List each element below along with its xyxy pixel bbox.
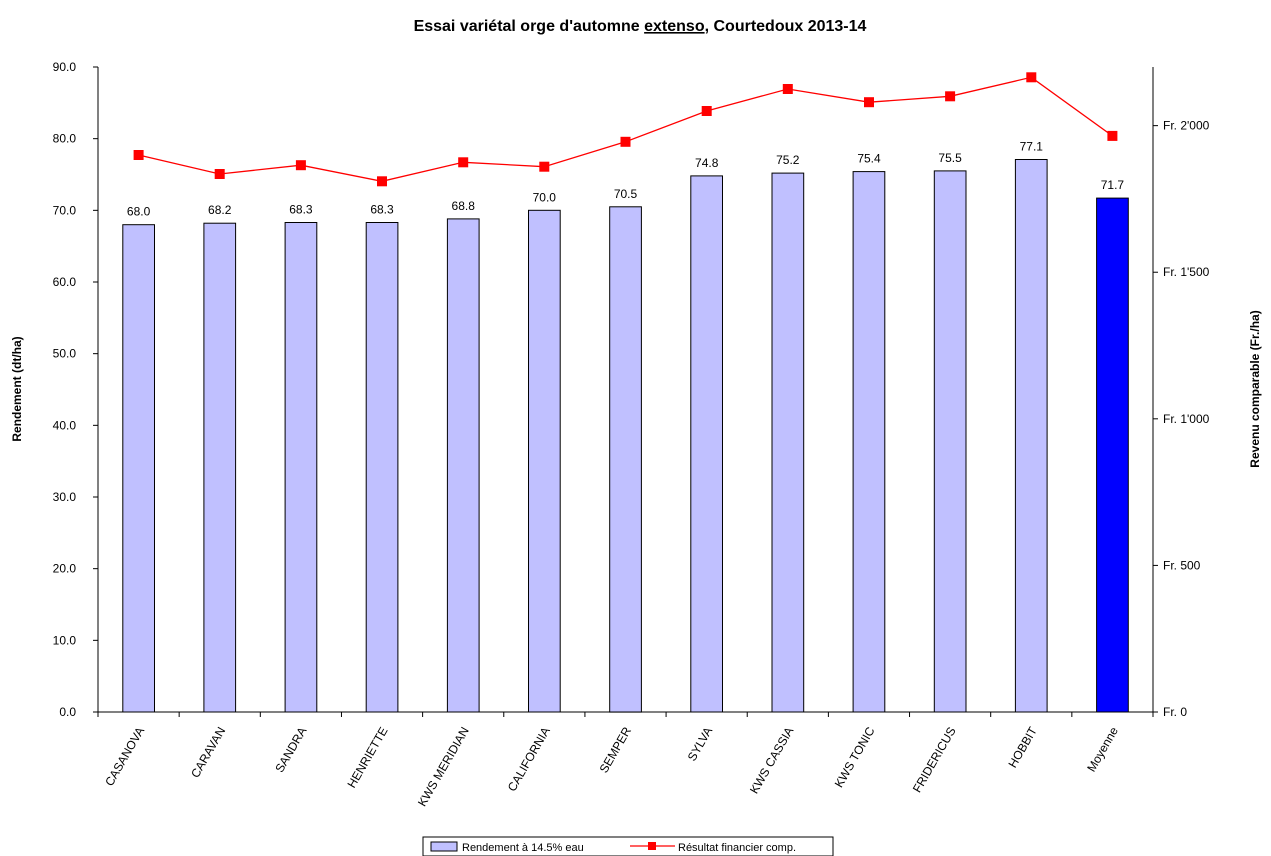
legend-bar-label: Rendement à 14.5% eau	[462, 842, 584, 854]
revenue-point	[539, 161, 550, 172]
bar-series	[122, 159, 1129, 713]
y-tick-label: 20.0	[53, 562, 77, 576]
y-tick-label: 70.0	[53, 203, 77, 217]
y-tick-label: 40.0	[53, 418, 77, 432]
bar	[122, 224, 156, 713]
category-label: KWS MERIDIAN	[415, 725, 472, 809]
legend-line-label: Résultat financier comp.	[678, 842, 796, 854]
data-labels: 68.0 68.2 68.3 68.3 68.8 70.0 70.5 74.8 75.2 75.4…	[127, 140, 1124, 219]
revenue-point	[945, 91, 956, 102]
revenue-point	[214, 169, 225, 179]
y-tick-label: 60.0	[53, 275, 77, 289]
legend: Rendement à 14.5% eau Résultat financier…	[422, 836, 834, 856]
legend-bar-swatch	[430, 841, 458, 852]
bar	[365, 222, 399, 713]
revenue-point	[864, 97, 874, 108]
y2-tick-label: Fr. 1'500	[1163, 265, 1210, 279]
y-tick-label: 0.0	[59, 705, 76, 719]
category-label: CALIFORNIA	[505, 725, 553, 794]
bar	[1014, 159, 1048, 713]
category-label: Moyenne	[1084, 724, 1121, 774]
bar-data-label: 70.5	[614, 187, 638, 201]
bar	[203, 222, 237, 713]
bar-data-label: 71.7	[1101, 178, 1125, 192]
line-series	[133, 72, 1118, 187]
bar-data-label: 77.1	[1020, 140, 1044, 154]
category-label: FRIDERICUS	[910, 725, 959, 796]
y2-tick-label: Fr. 500	[1163, 558, 1201, 572]
y2-tick-label: Fr. 0	[1163, 705, 1187, 719]
y-tick-label: 80.0	[53, 132, 77, 146]
bar	[771, 172, 805, 713]
revenue-point	[377, 176, 387, 187]
revenue-point	[133, 150, 144, 160]
category-label: CASANOVA	[102, 725, 147, 789]
y-tick-label: 90.0	[53, 60, 77, 74]
chart-title: Essai variétal orge d'automne extenso, C…	[414, 18, 867, 35]
revenue-point	[1107, 130, 1118, 141]
bar-data-label: 75.5	[938, 151, 962, 165]
category-label: CARAVAN	[188, 725, 228, 781]
y-tick-label: 10.0	[53, 633, 77, 647]
bar	[528, 209, 561, 713]
bar-data-label: 74.8	[695, 156, 719, 170]
legend-line-marker	[648, 842, 656, 850]
y-axis-title: Rendement (dt/ha)	[10, 336, 24, 441]
category-label: KWS CASSIA	[747, 725, 796, 797]
revenue-point	[620, 136, 631, 147]
category-label: HENRIETTE	[344, 725, 390, 791]
bar-data-label: 75.2	[776, 153, 800, 167]
bar-data-label: 68.3	[370, 203, 394, 217]
revenue-point	[701, 106, 712, 116]
bar-data-label: 68.0	[127, 205, 151, 219]
y2-axis-title: Revenu comparable (Fr./ha)	[1248, 310, 1262, 467]
category-label: SYLVA	[685, 725, 716, 764]
y-tick-label: 50.0	[53, 347, 77, 361]
bar	[852, 171, 886, 713]
revenue-point	[782, 84, 793, 94]
revenue-point	[458, 157, 469, 168]
bar-data-label: 68.2	[208, 203, 232, 217]
revenue-point	[295, 160, 306, 171]
bar-data-label: 68.8	[452, 199, 476, 213]
bar	[446, 218, 480, 713]
revenue-point	[1026, 72, 1037, 83]
revenue-line	[138, 76, 1113, 182]
category-label: KWS TONIC	[832, 724, 878, 790]
bar	[1096, 197, 1129, 713]
category-label: SEMPER	[597, 724, 635, 775]
bar-data-label: 70.0	[533, 190, 557, 204]
bar	[690, 175, 723, 713]
y-tick-label: 30.0	[53, 490, 77, 504]
bar-data-label: 68.3	[289, 203, 313, 217]
bar	[609, 206, 642, 713]
category-label: HOBBIT	[1005, 724, 1040, 770]
y2-tick-label: Fr. 2'000	[1163, 119, 1210, 133]
y2-tick-label: Fr. 1'000	[1163, 412, 1210, 426]
category-label: SANDRA	[272, 725, 309, 775]
bar	[933, 170, 967, 713]
bar-data-label: 75.4	[857, 152, 881, 166]
legend-box	[422, 836, 834, 856]
bar	[284, 222, 318, 713]
